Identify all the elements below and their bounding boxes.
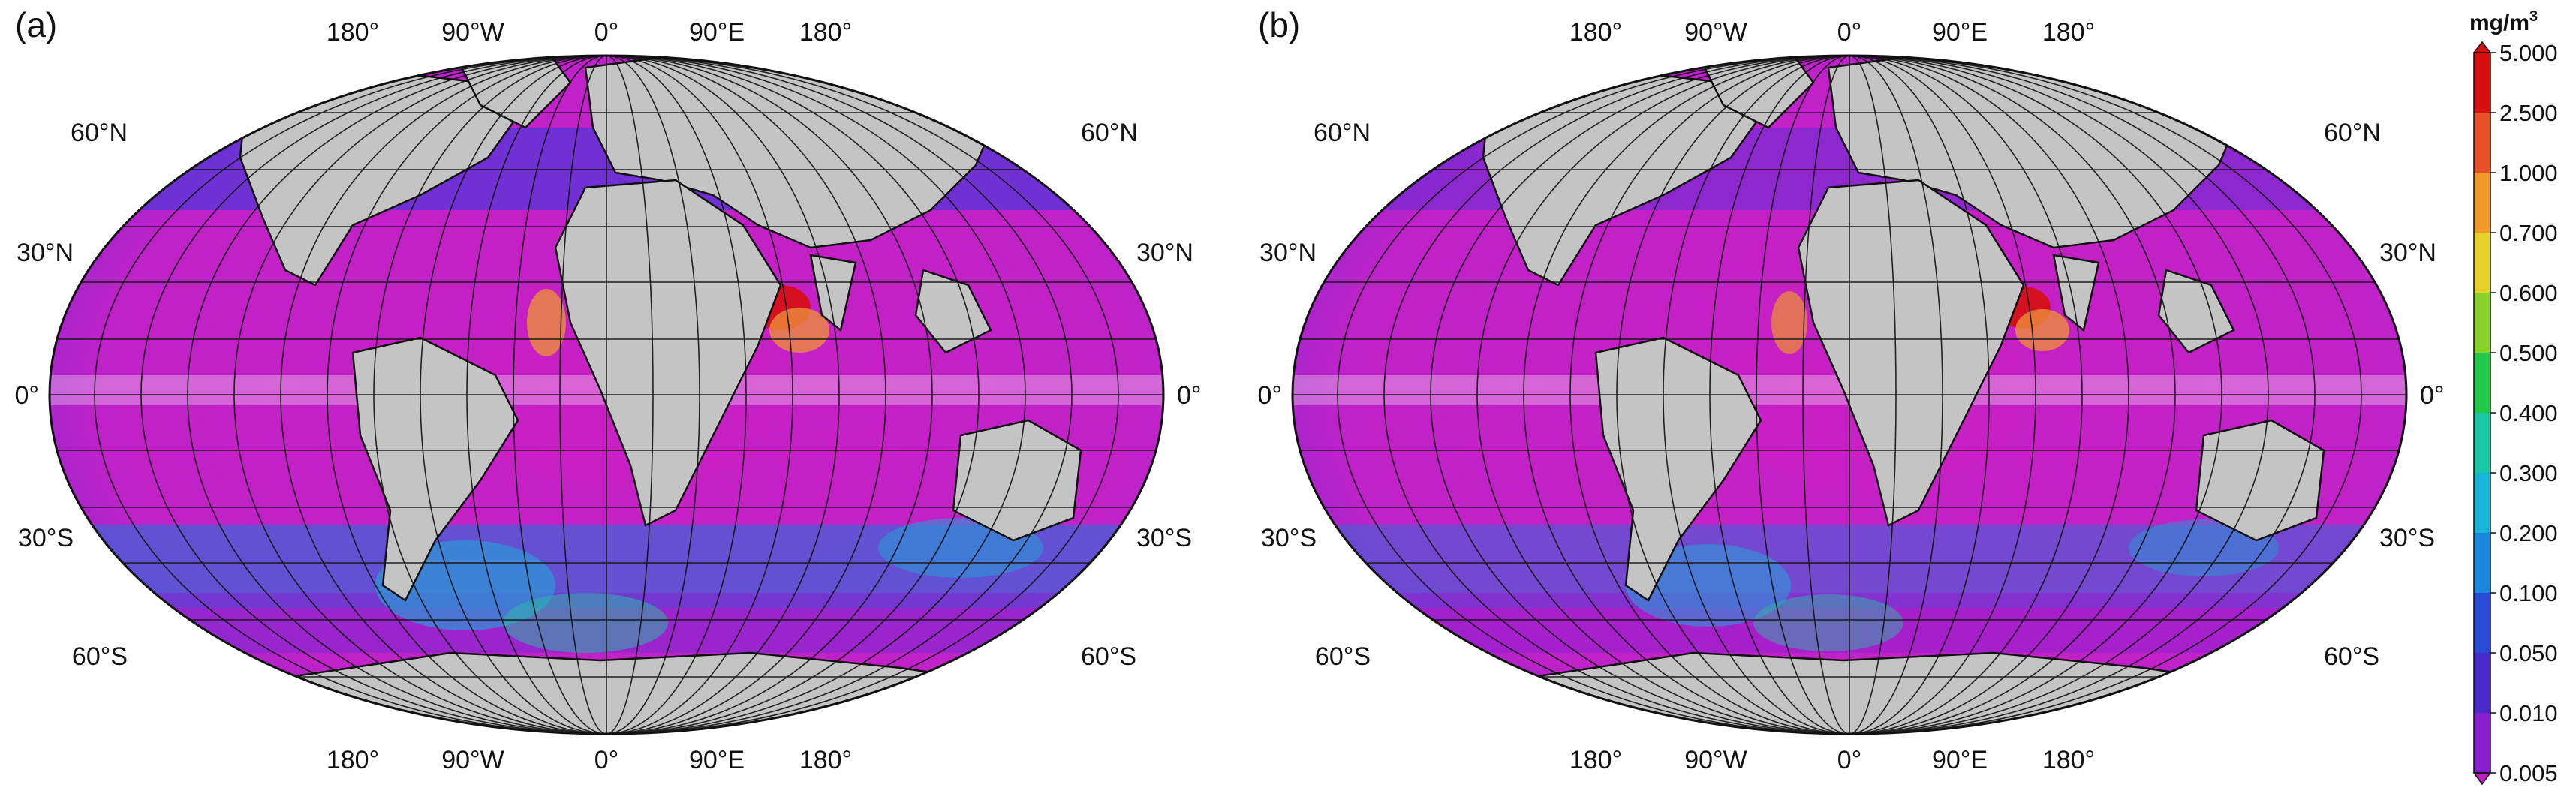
colorbar-segment — [2474, 53, 2490, 113]
india — [2052, 254, 2100, 332]
colorbar-segment — [2474, 473, 2490, 534]
lat-label: 30°N — [17, 239, 74, 267]
colorbar-segment — [2474, 413, 2490, 474]
lon-label: 90°W — [441, 18, 504, 47]
africa — [554, 179, 782, 527]
colorbar-tick-label: 0.500 — [2499, 340, 2558, 366]
colorbar-tick-label: 0.600 — [2499, 280, 2558, 306]
lat-label: 30°S — [2379, 524, 2435, 552]
lat-label: 30°N — [1259, 239, 1317, 267]
lon-label: 180° — [2042, 746, 2095, 774]
lat-label: 30°N — [2379, 239, 2436, 267]
colorbar-tick-label: 0.050 — [2499, 640, 2558, 666]
lat-label: 60°S — [1081, 642, 1136, 671]
colorbar-segment — [2474, 113, 2490, 173]
lon-label: 90°W — [441, 746, 504, 774]
lon-label: 0° — [1837, 18, 1862, 47]
colorbar-tick-label: 0.400 — [2499, 400, 2558, 426]
colorbar-segment — [2474, 533, 2490, 594]
lat-label: 60°N — [1081, 119, 1138, 147]
globe-outline — [1291, 54, 2408, 735]
colorbar-tick-label: 0.300 — [2499, 460, 2558, 486]
map-panel-b: (b) — [1243, 0, 2504, 790]
lon-label: 180° — [327, 746, 379, 774]
lon-label: 90°E — [689, 746, 745, 774]
colorbar-segment — [2474, 593, 2490, 654]
lat-label: 60°N — [1314, 119, 1371, 147]
colorbar-segment — [2474, 173, 2490, 233]
colorbar-segment — [2474, 353, 2490, 414]
lon-label: 90°E — [1932, 18, 1988, 47]
lon-label: 90°E — [1932, 746, 1988, 774]
colorbar-ticks: 5.000 2.500 1.000 0.700 0.600 0.500 0.400 0.300… — [2490, 40, 2558, 786]
colorbar-swatches — [2474, 53, 2490, 774]
lat-label: 60°S — [72, 642, 128, 671]
colorbar-tick-label: 0.100 — [2499, 580, 2558, 606]
lon-label: 180° — [327, 18, 379, 47]
lat-label: 60°S — [1315, 642, 1371, 671]
lat-label: 0° — [2420, 381, 2445, 410]
colorbar-tick-label: 1.000 — [2499, 160, 2558, 186]
map-svg: 180° 90°W 0° 90°E 180° 180° 90°W 0° 90°E… — [14, 18, 1202, 774]
lat-label: 0° — [1257, 381, 1282, 410]
india — [809, 254, 857, 332]
lat-label: 0° — [14, 381, 39, 410]
lon-label: 180° — [1569, 746, 1622, 774]
lat-label: 30°S — [1261, 524, 1317, 552]
africa — [1797, 179, 2025, 527]
colorbar-tick-label: 0.010 — [2499, 700, 2558, 726]
colorbar-bottom-arrow — [2472, 772, 2492, 786]
colorbar-segment — [2474, 713, 2490, 774]
map-panel-a: (a) — [0, 0, 1261, 790]
colorbar-segment — [2474, 293, 2490, 353]
lon-label: 0° — [594, 18, 619, 47]
lon-label: 180° — [2042, 18, 2095, 47]
lon-label: 90°E — [689, 18, 745, 47]
colorbar: mg/m3 5.000 2.500 1.000 0.700 0.600 0.500 0.40… — [2447, 0, 2576, 790]
colorbar-tick-label: 0.200 — [2499, 520, 2558, 546]
colorbar-unit: mg/m3 — [2469, 8, 2538, 35]
lat-label: 60°N — [71, 119, 128, 147]
north-america — [239, 66, 527, 287]
panel-label: (a) — [15, 5, 58, 44]
lat-label: 30°S — [18, 524, 74, 552]
colorbar-tick-label: 0.005 — [2499, 760, 2558, 786]
colorbar-segment — [2474, 653, 2490, 714]
map-svg: 180° 90°W 0° 90°E 180° 180° 90°W 0° 90°E… — [1257, 18, 2445, 774]
lon-label: 90°W — [1684, 18, 1747, 47]
globe — [50, 56, 1163, 734]
north-america — [1482, 66, 1770, 287]
lat-label: 30°S — [1136, 524, 1192, 552]
lon-label: 0° — [1837, 746, 1862, 774]
colorbar-top-arrow — [2472, 41, 2492, 53]
colorbar-svg: mg/m3 5.000 2.500 1.000 0.700 0.600 0.500 0.40… — [2469, 8, 2558, 786]
colorbar-tick-label: 2.500 — [2499, 100, 2558, 126]
lon-label: 180° — [799, 746, 852, 774]
lat-label: 0° — [1177, 381, 1202, 410]
colorbar-tick-label: 5.000 — [2499, 40, 2558, 66]
lon-label: 0° — [594, 746, 619, 774]
colorbar-segment — [2474, 233, 2490, 293]
globe-outline — [48, 54, 1165, 735]
lon-label: 180° — [799, 18, 852, 47]
lat-label: 30°N — [1136, 239, 1193, 267]
lon-label: 180° — [1569, 18, 1622, 47]
lon-label: 90°W — [1684, 746, 1747, 774]
lat-label: 60°S — [2324, 642, 2379, 671]
colorbar-tick-label: 0.700 — [2499, 220, 2558, 246]
panel-label: (b) — [1258, 5, 1301, 44]
lat-label: 60°N — [2324, 119, 2381, 147]
globe — [1293, 56, 2406, 734]
